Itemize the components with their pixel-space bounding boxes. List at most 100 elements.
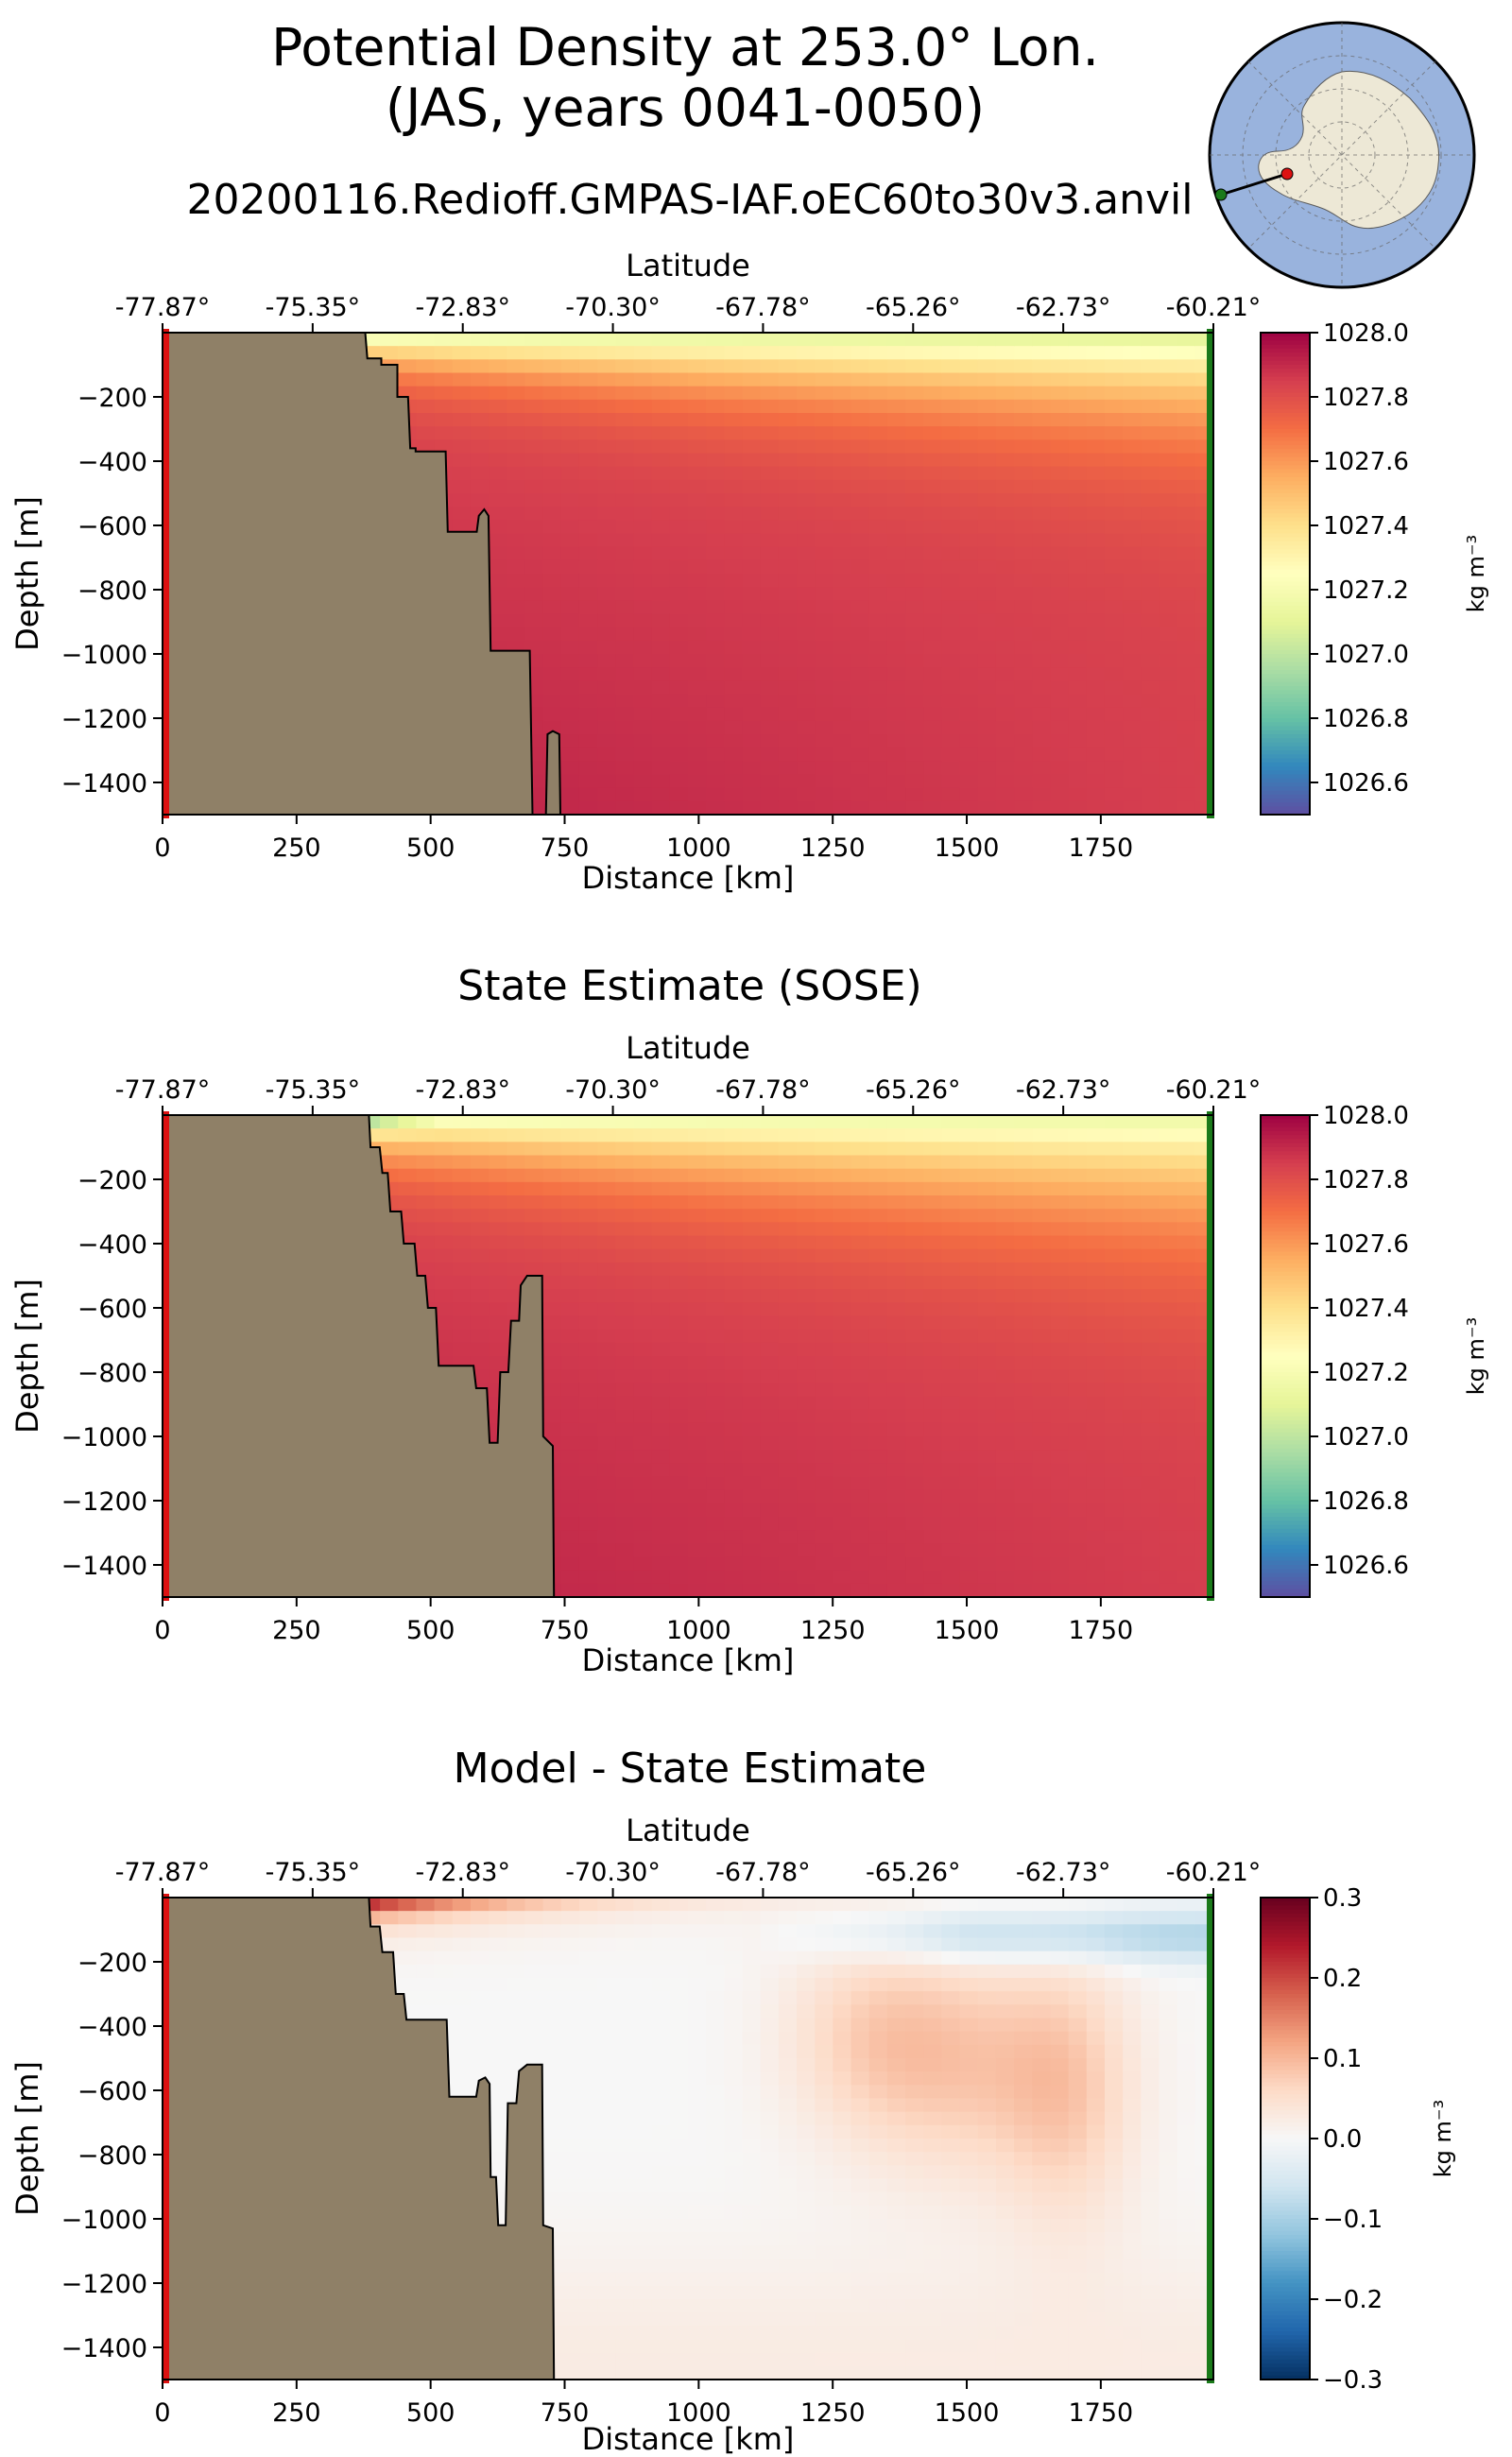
heatmap-cell	[452, 1115, 472, 1129]
heatmap-cell	[1032, 520, 1052, 535]
heatmap-cell	[923, 1222, 943, 1237]
heatmap-cell	[778, 1168, 798, 1183]
heatmap-cell	[542, 654, 562, 668]
heatmap-cell	[651, 1530, 671, 1545]
colorbar-segment	[1261, 766, 1310, 772]
colorbar-segment	[1261, 489, 1310, 494]
heatmap-cell	[850, 1356, 870, 1370]
colorbar-frame	[1260, 1114, 1311, 1598]
heatmap-cell	[398, 372, 418, 387]
heatmap-cell	[578, 453, 598, 468]
heatmap-cell	[669, 372, 689, 387]
colorbar-segment	[1261, 597, 1310, 603]
heatmap-cell	[742, 1503, 762, 1518]
heatmap-cell	[615, 734, 635, 748]
heatmap-cell	[578, 466, 598, 481]
heatmap-cell	[797, 1369, 816, 1384]
heatmap-cell	[560, 680, 580, 696]
heatmap-cell	[1159, 546, 1178, 561]
heatmap-cell	[688, 734, 707, 748]
heatmap-cell	[959, 1530, 979, 1545]
heatmap-cell	[868, 1248, 888, 1263]
heatmap-cell	[615, 372, 635, 387]
heatmap-cell	[850, 466, 870, 481]
heatmap-cell	[995, 1356, 1015, 1370]
heatmap-cell	[977, 734, 997, 748]
heatmap-cell	[1141, 1115, 1160, 1129]
heatmap-cell	[850, 559, 870, 575]
heatmap-cell	[651, 1543, 671, 1558]
colorbar-segment	[1261, 1364, 1310, 1369]
heatmap-cell	[1104, 1209, 1124, 1224]
heatmap-cell	[1141, 734, 1160, 748]
heatmap-cell	[815, 1289, 834, 1304]
heatmap-cell	[1177, 654, 1196, 668]
heatmap-cell	[1177, 372, 1196, 387]
heatmap-cell	[850, 1369, 870, 1384]
heatmap-cell	[850, 346, 870, 361]
heatmap-cell	[742, 439, 762, 455]
heatmap-cell	[560, 1115, 580, 1129]
heatmap-cell	[507, 1195, 526, 1210]
heatmap-cell	[905, 1168, 925, 1183]
heatmap-cell	[724, 707, 744, 722]
heatmap-cell	[1141, 1142, 1160, 1157]
heatmap-cell	[651, 466, 671, 481]
heatmap-cell	[778, 1289, 798, 1304]
heatmap-cell	[995, 453, 1015, 468]
heatmap-cell	[1032, 493, 1052, 507]
x-tick-label: 0	[154, 833, 170, 863]
heatmap-cell	[615, 386, 635, 401]
heatmap-cell	[1068, 1463, 1088, 1478]
heatmap-cell	[778, 1342, 798, 1357]
heatmap-cell	[1141, 1155, 1160, 1170]
heatmap-cell	[1086, 1289, 1106, 1304]
heatmap-cell	[1068, 1168, 1088, 1183]
heatmap-cell	[1086, 1302, 1106, 1317]
heatmap-cell	[724, 559, 744, 575]
heatmap-cell	[833, 600, 852, 615]
heatmap-cell	[742, 707, 762, 722]
heatmap-cell	[959, 466, 979, 481]
heatmap-cell	[833, 346, 852, 361]
heatmap-cell	[850, 1476, 870, 1491]
heatmap-cell	[815, 559, 834, 575]
heatmap-cell	[1123, 1422, 1143, 1437]
heatmap-cell	[1104, 1476, 1124, 1491]
heatmap-cell	[760, 1222, 780, 1237]
x-tick-label: 500	[406, 1616, 455, 1645]
heatmap-cell	[760, 1342, 780, 1357]
heatmap-cell	[850, 1422, 870, 1437]
heatmap-cell	[1014, 1503, 1034, 1518]
heatmap-cell	[905, 1181, 925, 1196]
colorbar-segment	[1261, 790, 1310, 796]
heatmap-cell	[524, 346, 544, 361]
heatmap-cell	[724, 520, 744, 535]
heatmap-cell	[615, 1115, 635, 1129]
heatmap-cell	[1141, 453, 1160, 468]
heatmap-cell	[941, 466, 961, 481]
heatmap-cell	[470, 1222, 490, 1237]
heatmap-cell	[578, 346, 598, 361]
colorbar-segment	[1261, 1255, 1310, 1261]
heatmap-cell	[578, 1248, 598, 1263]
heatmap-cell	[1141, 533, 1160, 548]
heatmap-cell	[651, 640, 671, 655]
heatmap-cell	[669, 774, 689, 789]
heatmap-cell	[995, 1181, 1015, 1196]
colorbar-segment	[1261, 1296, 1310, 1301]
heatmap-cell	[886, 654, 906, 668]
colorbar-segment	[1261, 365, 1310, 370]
heatmap-cell	[742, 720, 762, 735]
heatmap-cell	[651, 346, 671, 361]
heatmap-cell	[597, 1436, 617, 1451]
heatmap-cell	[941, 1583, 961, 1597]
heatmap-cell	[760, 761, 780, 776]
colorbar-segment	[1261, 782, 1310, 788]
heatmap-cell	[1068, 1356, 1088, 1370]
colorbar-segment	[1261, 344, 1310, 350]
heatmap-cell	[615, 627, 635, 642]
heatmap-cell	[615, 466, 635, 481]
heatmap-cell	[977, 1289, 997, 1304]
heatmap-cell	[633, 386, 653, 401]
